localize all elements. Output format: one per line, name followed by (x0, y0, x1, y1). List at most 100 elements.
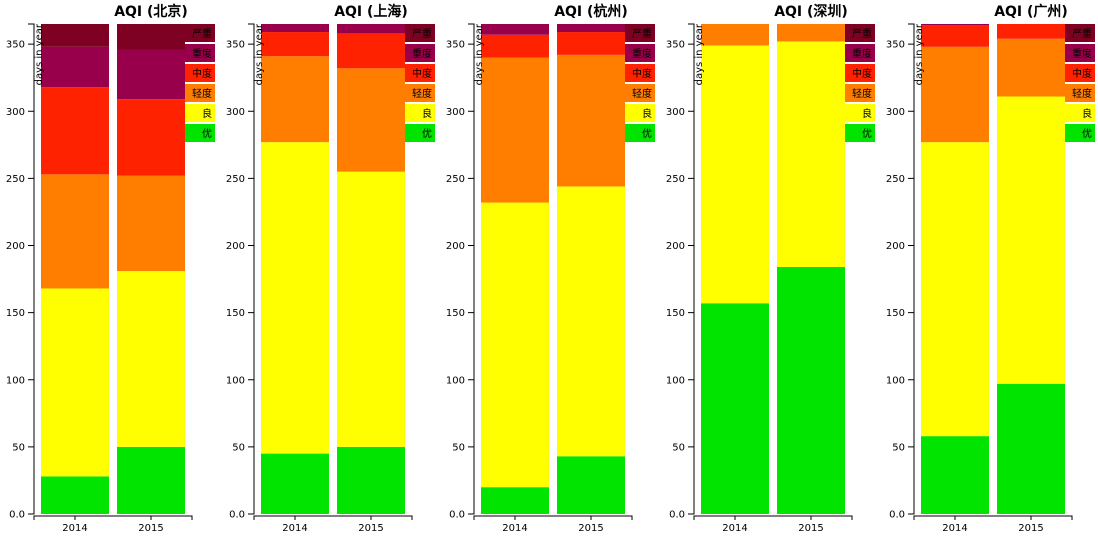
legend-item: 严重 (625, 24, 655, 42)
legend-item: 良 (845, 104, 875, 122)
bar-segment (41, 476, 109, 514)
bar-segment (557, 456, 625, 514)
legend-label: 中度 (852, 67, 872, 80)
legend-swatch (405, 104, 435, 122)
y-tick-label: 200 (446, 241, 465, 252)
y-axis-label: days in year (254, 23, 265, 85)
legend-item: 重度 (405, 44, 435, 62)
bar-segment (557, 186, 625, 457)
legend-swatch (625, 104, 655, 122)
legend-swatch (625, 64, 655, 82)
legend-item: 优 (405, 124, 435, 142)
bar-segment (261, 453, 329, 514)
bar-segment (261, 24, 329, 33)
legend-label: 优 (862, 127, 872, 140)
legend-swatch (185, 44, 215, 62)
legend-label: 良 (862, 107, 872, 120)
bar-segment (997, 96, 1065, 384)
legend-label: 重度 (1072, 47, 1092, 60)
legend-item: 严重 (1065, 24, 1095, 42)
x-tick-label: 2014 (502, 523, 527, 534)
legend-label: 严重 (192, 27, 212, 40)
x-tick-label: 2015 (138, 523, 163, 534)
bar-segment (777, 24, 845, 42)
y-tick-label: 0.0 (9, 510, 25, 521)
y-axis (468, 23, 475, 515)
chart-title: AQI (上海) (334, 3, 408, 20)
y-axis-label: days in year (694, 23, 705, 85)
legend-swatch (405, 44, 435, 62)
legend-item: 重度 (1065, 44, 1095, 62)
x-axis (33, 515, 193, 520)
legend-item: 中度 (1065, 64, 1095, 82)
bar-segment (997, 24, 1065, 39)
y-tick-label: 250 (446, 174, 465, 185)
legend-item: 优 (625, 124, 655, 142)
y-tick-label: 100 (6, 375, 25, 386)
bar-segment (117, 99, 185, 176)
legend-item: 轻度 (185, 84, 215, 102)
y-tick-label: 50 (232, 442, 245, 453)
bar-segment (337, 24, 405, 34)
bar-segment (41, 46, 109, 88)
legend-label: 优 (202, 127, 212, 140)
legend-item: 良 (625, 104, 655, 122)
bar-segment (41, 87, 109, 175)
legend-label: 良 (422, 107, 432, 120)
bar-segment (921, 25, 989, 47)
legend-item: 中度 (405, 64, 435, 82)
legend-swatch (1065, 84, 1095, 102)
legend-swatch (405, 84, 435, 102)
y-tick-label: 350 (886, 40, 905, 51)
legend-label: 重度 (192, 47, 212, 60)
legend-label: 重度 (412, 47, 432, 60)
bar-segment (921, 142, 989, 437)
bar-segment (701, 45, 769, 304)
bar-segment (41, 288, 109, 477)
bar-segment (701, 303, 769, 514)
legend-label: 优 (1082, 127, 1092, 140)
bar-segment (41, 174, 109, 289)
y-tick-label: 250 (6, 174, 25, 185)
bar-segment (921, 436, 989, 514)
legend-swatch (185, 124, 215, 142)
legend-item: 中度 (185, 64, 215, 82)
legend-item: 重度 (625, 44, 655, 62)
bar-segment (261, 32, 329, 57)
y-tick-label: 250 (226, 174, 245, 185)
legend-label: 轻度 (1072, 87, 1092, 100)
y-tick-label: 0.0 (669, 510, 685, 521)
bar-segment (117, 446, 185, 514)
x-axis (473, 515, 633, 520)
x-tick-label: 2015 (798, 523, 823, 534)
x-tick-label: 2015 (358, 523, 383, 534)
bar-segment (557, 24, 625, 33)
bar-segment (481, 34, 549, 58)
legend-swatch (845, 104, 875, 122)
legend-swatch (185, 104, 215, 122)
bar-segment (481, 487, 549, 514)
legend-swatch (185, 24, 215, 42)
y-tick-label: 100 (886, 375, 905, 386)
y-tick-label: 150 (6, 308, 25, 319)
y-tick-label: 0.0 (889, 510, 905, 521)
legend-item: 中度 (625, 64, 655, 82)
y-tick-label: 300 (226, 107, 245, 118)
legend-swatch (1065, 104, 1095, 122)
legend-item: 良 (405, 104, 435, 122)
legend-label: 严重 (632, 27, 652, 40)
legend-swatch (845, 84, 875, 102)
y-tick-label: 150 (446, 308, 465, 319)
legend-label: 严重 (852, 27, 872, 40)
x-tick-label: 2015 (578, 523, 603, 534)
legend-label: 中度 (192, 67, 212, 80)
chart-title: AQI (北京) (114, 3, 188, 20)
legend-item: 严重 (845, 24, 875, 42)
y-axis (688, 23, 695, 515)
y-tick-label: 50 (452, 442, 465, 453)
legend-label: 中度 (412, 67, 432, 80)
y-tick-label: 50 (672, 442, 685, 453)
legend-swatch (845, 24, 875, 42)
legend-label: 良 (642, 107, 652, 120)
x-axis (693, 515, 853, 520)
